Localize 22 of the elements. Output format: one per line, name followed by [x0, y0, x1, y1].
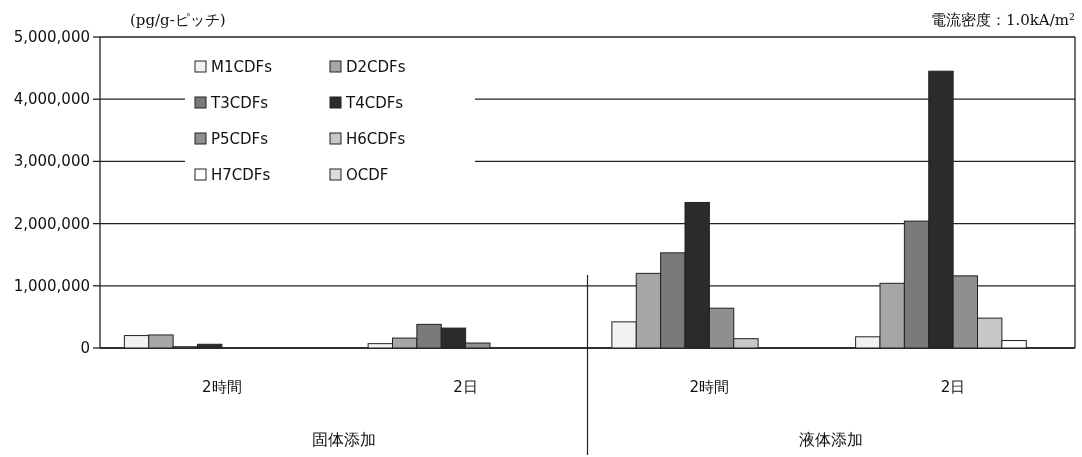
- y-tick-label: 2,000,000: [13, 214, 90, 233]
- y-tick-label: 5,000,000: [13, 28, 90, 46]
- x-tick-label: 2日: [453, 378, 478, 396]
- y-axis-title: (pg/g-ピッチ): [130, 11, 226, 29]
- text: 液体添加: [799, 430, 864, 449]
- y-tick-label: 3,000,000: [13, 152, 90, 171]
- x-tick-label: 2時間: [202, 378, 242, 396]
- legend-label: T3CDFs: [210, 94, 269, 112]
- text: 固体添加: [311, 430, 376, 449]
- text: 電流密度：1.0kA/m²: [930, 11, 1075, 29]
- y-tick-label: 4,000,000: [13, 90, 90, 109]
- x-tick-label: 2日: [940, 378, 966, 396]
- legend-label: P5CDFs: [211, 130, 269, 148]
- legend-label: H7CDFs: [211, 166, 271, 184]
- y-tick-label: 0: [80, 339, 90, 357]
- legend-label: T4CDFs: [345, 94, 404, 112]
- legend-label: D2CDFs: [346, 58, 406, 76]
- y-tick-label: 1,000,000: [13, 276, 90, 295]
- x-tick-label: 2時間: [689, 378, 730, 396]
- legend-label: OCDF: [346, 166, 389, 184]
- legend-label: H6CDFs: [346, 130, 406, 148]
- legend-label: M1CDFs: [211, 58, 273, 76]
